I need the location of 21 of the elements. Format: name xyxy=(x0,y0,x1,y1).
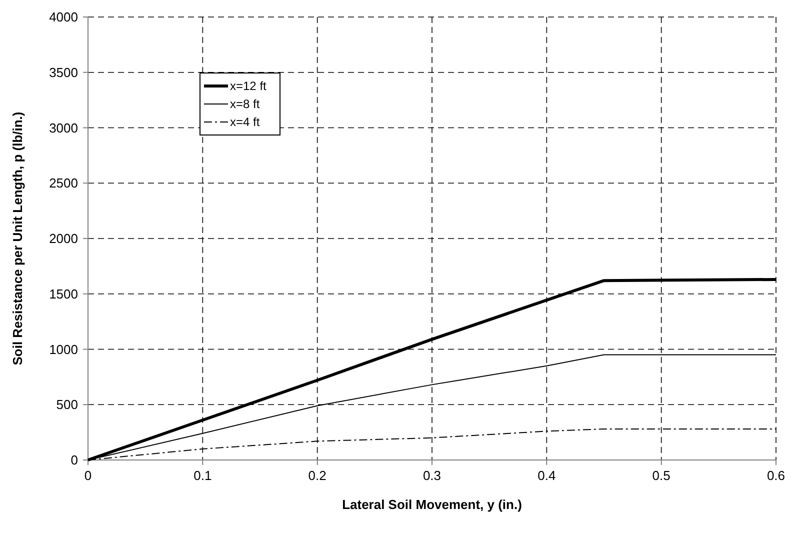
x-tick-label: 0.6 xyxy=(766,468,786,483)
x-tick-label: 0.1 xyxy=(194,468,212,483)
y-tick-label: 1000 xyxy=(49,342,78,357)
x-tick-label: 0.2 xyxy=(308,468,326,483)
y-tick-label: 4000 xyxy=(49,10,78,24)
y-tick-label: 500 xyxy=(56,397,78,412)
y-tick-label: 2000 xyxy=(49,231,78,246)
legend-label: x=4 ft xyxy=(230,115,260,129)
y-axis-title: Soil Resistance per Unit Length, p (lb/in.) xyxy=(10,112,25,366)
y-tick-label: 3500 xyxy=(49,64,78,80)
x-tick-label: 0.4 xyxy=(538,468,556,483)
y-tick-label: 2500 xyxy=(49,176,78,191)
legend-label: x=12 ft xyxy=(230,79,268,93)
x-tick-label: 0.5 xyxy=(652,468,670,483)
x-axis-title: Lateral Soil Movement, y (in.) xyxy=(342,497,522,512)
legend-label: x=8 ft xyxy=(230,97,260,111)
y-tick-label: 0 xyxy=(70,452,78,468)
x-tick-label: 0 xyxy=(84,468,92,483)
y-tick-label: 1500 xyxy=(49,286,78,302)
x-tick-label: 0.3 xyxy=(422,468,442,483)
y-tick-label: 3000 xyxy=(49,120,78,136)
